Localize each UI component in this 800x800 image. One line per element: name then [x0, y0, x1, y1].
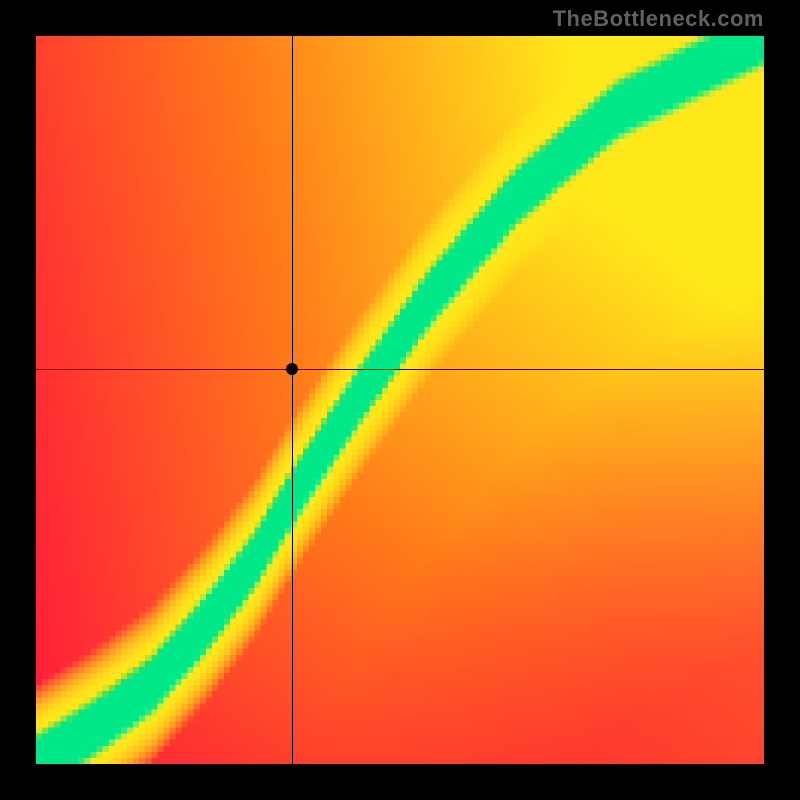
- crosshair-vertical: [292, 36, 293, 764]
- crosshair-horizontal: [36, 369, 764, 370]
- watermark-text: TheBottleneck.com: [553, 6, 764, 32]
- selection-marker: [286, 363, 298, 375]
- bottleneck-heatmap: [36, 36, 764, 764]
